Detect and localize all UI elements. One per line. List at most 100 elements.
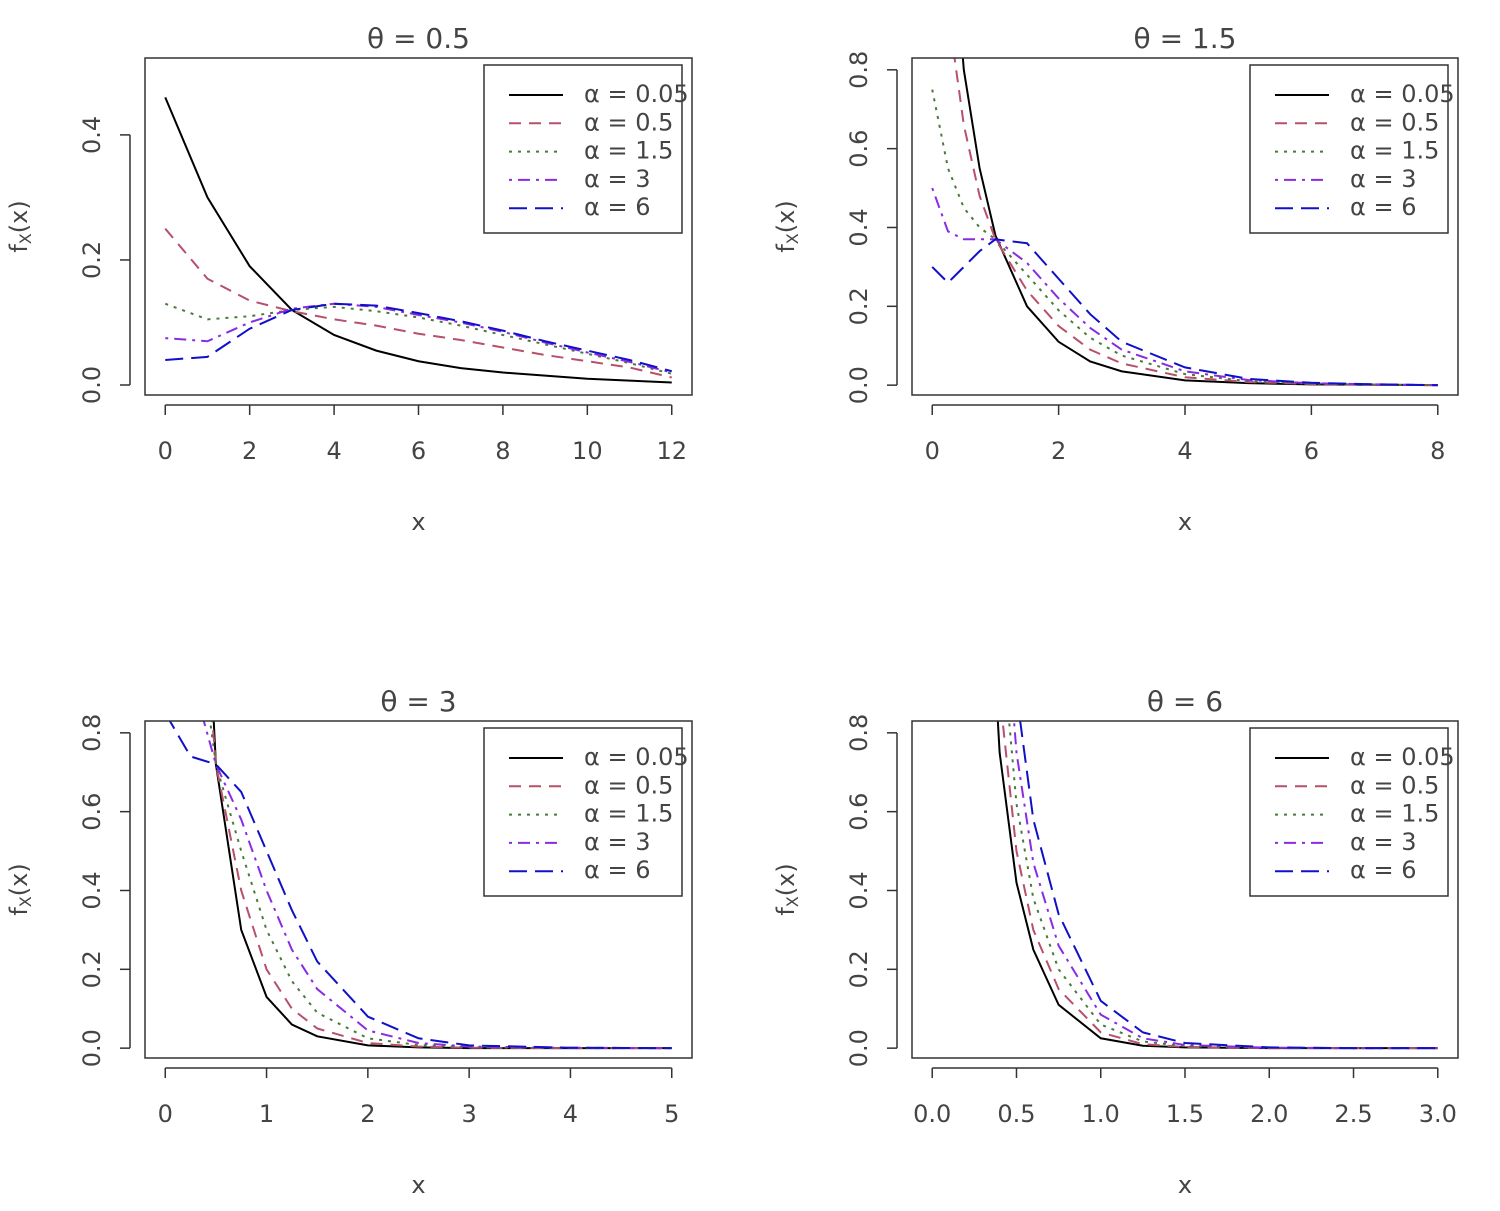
legend-label: α = 1.5 [584, 137, 673, 165]
data-line [202, 721, 672, 1050]
legend-box [1249, 64, 1449, 234]
legend-box [483, 64, 683, 234]
y-axis-label-part: f [5, 244, 33, 253]
x-tick-label: 12 [656, 437, 687, 465]
legend-box [483, 727, 683, 897]
x-tick-label: 3.0 [1419, 1100, 1457, 1128]
legend-label: α = 3 [1350, 165, 1416, 193]
data-line [931, 187, 1438, 387]
legend-label: α = 3 [1350, 828, 1416, 856]
y-tick-label: 0.2 [78, 950, 106, 988]
y-tick-label: 0.4 [845, 871, 873, 909]
data-line [164, 97, 672, 384]
x-tick-label: 1 [259, 1100, 274, 1128]
y-axis-label-part: f [772, 244, 800, 253]
legend-label: α = 0.05 [584, 743, 689, 771]
y-axis-label: fX(x) [772, 200, 802, 252]
y-tick-label: 0.4 [78, 116, 106, 154]
legend-label: α = 0.05 [1350, 80, 1455, 108]
panel: θ = 1.5 x fX(x) 0 2 4 6 8 0.0 0.2 0.4 0.6 0.8 α = 0.0… [772, 22, 1459, 536]
data-line [1001, 721, 1438, 1050]
y-axis-label-part: (x) [5, 863, 33, 896]
legend-label: α = 0.05 [584, 80, 689, 108]
data-line [931, 238, 1438, 387]
y-tick-label: 0.2 [845, 950, 873, 988]
data-line [953, 58, 1438, 387]
data-line [168, 721, 672, 1050]
y-axis-label-part: f [772, 907, 800, 916]
legend-box [1249, 727, 1449, 897]
y-tick-label: 0.8 [845, 714, 873, 752]
x-tick-label: 5 [664, 1100, 679, 1128]
x-tick-label: 2.5 [1334, 1100, 1372, 1128]
x-tick-label: 4 [1177, 437, 1192, 465]
data-line [164, 228, 672, 379]
y-axis-label-part: X [16, 233, 35, 244]
y-axis-label-part: X [783, 896, 802, 907]
y-tick-label: 0.0 [78, 366, 106, 404]
legend-label: α = 0.5 [584, 771, 673, 799]
legend-label: α = 1.5 [1350, 137, 1439, 165]
legend-label: α = 6 [1350, 856, 1416, 884]
legend: α = 0.05α = 0.5α = 1.5α = 3α = 6 [1249, 64, 1455, 234]
x-tick-label: 4 [326, 437, 341, 465]
y-axis-label: fX(x) [5, 200, 35, 252]
x-tick-label: 6 [411, 437, 426, 465]
chart-title: θ = 6 [1147, 685, 1223, 718]
legend-label: α = 0.5 [584, 108, 673, 136]
data-line [165, 302, 672, 373]
x-tick-label: 6 [1304, 437, 1319, 465]
legend: α = 0.05α = 0.5α = 1.5α = 3α = 6 [483, 727, 689, 897]
legend: α = 0.05α = 0.5α = 1.5α = 3α = 6 [483, 64, 689, 234]
x-tick-label: 3 [462, 1100, 477, 1128]
legend-label: α = 3 [584, 165, 650, 193]
y-axis-label-part: X [783, 233, 802, 244]
y-axis-label-part: (x) [772, 200, 800, 233]
x-axis-label: x [1178, 1171, 1192, 1199]
chart-title: θ = 0.5 [367, 22, 470, 55]
x-axis-label: x [1178, 508, 1192, 536]
data-line [165, 302, 672, 374]
data-line [1013, 721, 1438, 1050]
x-tick-label: 10 [572, 437, 603, 465]
legend: α = 0.05α = 0.5α = 1.5α = 3α = 6 [1249, 727, 1455, 897]
panel: θ = 6 x fX(x) 0.0 0.5 1.0 1.5 2.0 2.5 3.0 0.0 0.2 0.… [772, 685, 1459, 1199]
data-line [211, 721, 672, 1050]
data-line [1019, 721, 1438, 1050]
x-tick-label: 0 [925, 437, 940, 465]
x-tick-label: 1.5 [1166, 1100, 1204, 1128]
y-tick-label: 0.0 [845, 366, 873, 404]
y-tick-label: 0.2 [78, 241, 106, 279]
y-tick-label: 0.6 [845, 793, 873, 831]
legend-label: α = 0.5 [1350, 771, 1439, 799]
plot-frame [144, 57, 693, 396]
y-tick-label: 0.0 [78, 1029, 106, 1067]
legend-label: α = 0.5 [1350, 108, 1439, 136]
x-tick-label: 2 [1051, 437, 1066, 465]
data-line [209, 721, 672, 1050]
x-tick-label: 2.0 [1250, 1100, 1288, 1128]
legend-label: α = 3 [584, 828, 650, 856]
data-line [212, 721, 672, 1050]
x-axis-label: x [411, 1171, 425, 1199]
legend-label: α = 6 [584, 856, 650, 884]
plot-frame [911, 57, 1459, 396]
y-tick-label: 0.8 [78, 714, 106, 752]
y-axis-label-part: (x) [5, 200, 33, 233]
y-axis-label-part: f [5, 907, 33, 916]
legend-label: α = 6 [584, 193, 650, 221]
y-axis-label-part: (x) [772, 863, 800, 896]
y-tick-label: 0.8 [845, 51, 873, 89]
x-tick-label: 8 [495, 437, 510, 465]
x-tick-label: 8 [1430, 437, 1445, 465]
legend-label: α = 1.5 [584, 800, 673, 828]
y-tick-label: 0.2 [845, 287, 873, 325]
x-tick-label: 2 [242, 437, 257, 465]
panel: θ = 3 x fX(x) 0 1 2 3 4 5 0.0 0.2 0.4 0.6 0.8 α = 0.05… [5, 685, 693, 1199]
y-axis-label: fX(x) [5, 863, 35, 915]
x-tick-label: 2 [360, 1100, 375, 1128]
y-tick-label: 0.0 [845, 1029, 873, 1067]
y-tick-label: 0.4 [78, 871, 106, 909]
